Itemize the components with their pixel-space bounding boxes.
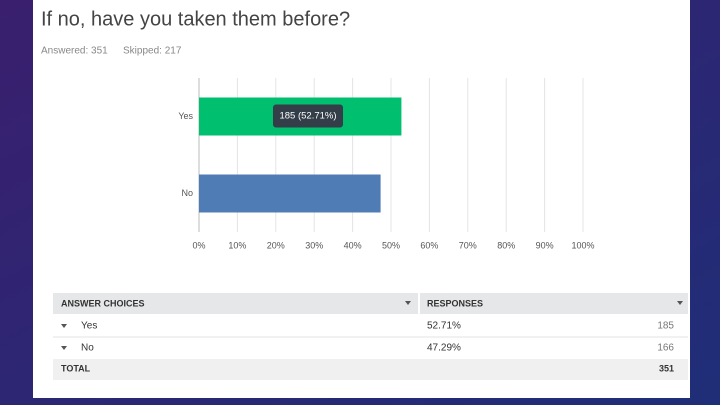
answered: Answered: 351 [41,46,108,57]
category-label: Yes [178,111,193,121]
expand-arrow[interactable] [61,324,67,328]
table-header: RESPONSES [427,298,483,308]
table-header-bg [53,293,688,314]
x-tick-label: 80% [497,240,515,250]
category-label: No [181,188,193,198]
expand-arrow[interactable] [61,346,67,350]
x-tick-label: 20% [267,240,285,250]
response-count: 166 [657,343,674,354]
table-total-bg [53,359,688,380]
x-tick-label: 100% [571,240,594,250]
value-label: 185 (52.71%) [279,111,336,122]
response-percent: 52.71% [427,321,461,332]
x-tick-label: 70% [459,240,477,250]
answer-choice: Yes [81,321,97,332]
total-label: TOTAL [61,363,91,373]
x-tick-label: 40% [344,240,362,250]
answer-choice: No [81,343,94,354]
response-count: 185 [657,321,674,332]
x-tick-label: 0% [192,240,205,250]
x-tick-label: 60% [420,240,438,250]
chart: 0% 10% 20% 30% 40% 50% 60% 70% 80% 90% 100% Yes 185 … [178,78,595,250]
table-header: ANSWER CHOICES [61,298,145,308]
x-tick-label: 50% [382,240,400,250]
x-tick-label: 30% [305,240,323,250]
sort-arrow [405,301,411,305]
title: If no, have you taken them before? [41,8,350,30]
response-percent: 47.29% [427,343,461,354]
tooltip-bg [273,104,343,128]
x-tick-label: 10% [228,240,246,250]
x-tick-label: 90% [536,240,554,250]
sort-arrow [677,301,683,305]
skipped: Skipped: 217 [123,46,182,57]
total-count: 351 [659,363,674,373]
table: ANSWER CHOICES RESPONSES Yes 52.71% 185 No 47.… [53,293,688,380]
bar [199,174,381,213]
